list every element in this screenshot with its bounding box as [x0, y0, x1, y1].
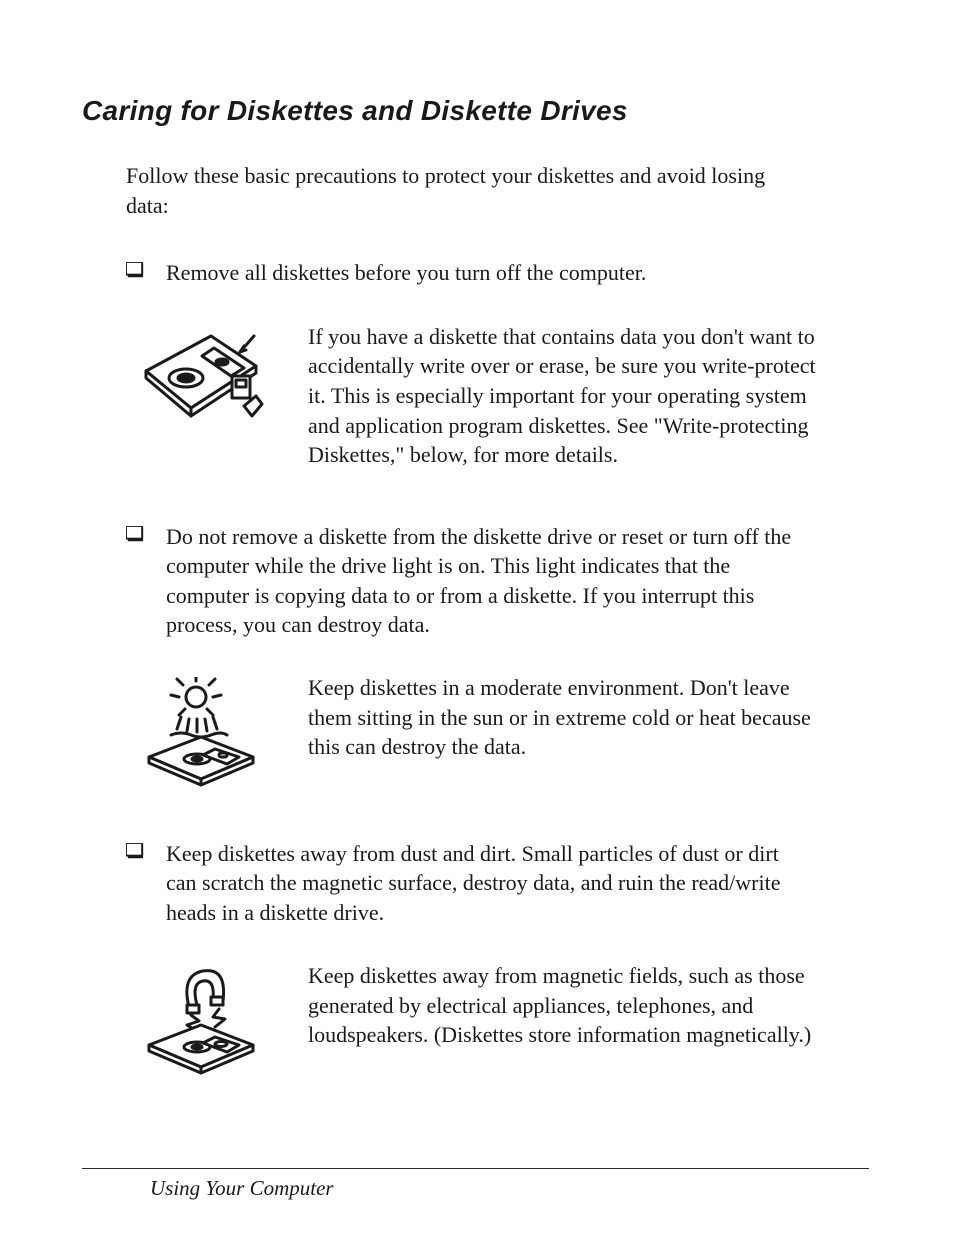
- bullet-text: Keep diskettes away from dust and dirt. …: [166, 839, 806, 927]
- bullet-icon: [126, 843, 144, 861]
- diskette-sun-icon: [141, 677, 261, 787]
- diskette-write-protect-icon: [136, 326, 266, 436]
- footer-rule: [82, 1168, 869, 1169]
- bullet-item: Remove all diskettes before you turn off…: [126, 258, 869, 287]
- figure-caption: If you have a diskette that contains dat…: [308, 322, 818, 470]
- figure-row: Keep diskettes away from magnetic fields…: [126, 961, 869, 1075]
- page-title: Caring for Diskettes and Diskette Drives: [82, 95, 869, 127]
- figure-caption: Keep diskettes away from magnetic fields…: [308, 961, 818, 1050]
- figure-row: If you have a diskette that contains dat…: [126, 322, 869, 470]
- footer-text: Using Your Computer: [150, 1176, 334, 1201]
- bullet-item: Keep diskettes away from dust and dirt. …: [126, 839, 869, 927]
- bullet-text: Remove all diskettes before you turn off…: [166, 258, 646, 287]
- intro-paragraph: Follow these basic precautions to protec…: [126, 161, 776, 220]
- figure-caption: Keep diskettes in a moderate environment…: [308, 673, 818, 762]
- bullet-icon: [126, 526, 144, 544]
- bullet-item: Do not remove a diskette from the disket…: [126, 522, 869, 639]
- figure-row: Keep diskettes in a moderate environment…: [126, 673, 869, 787]
- bullet-icon: [126, 262, 144, 280]
- bullet-text: Do not remove a diskette from the disket…: [166, 522, 806, 639]
- diskette-magnet-icon: [141, 965, 261, 1075]
